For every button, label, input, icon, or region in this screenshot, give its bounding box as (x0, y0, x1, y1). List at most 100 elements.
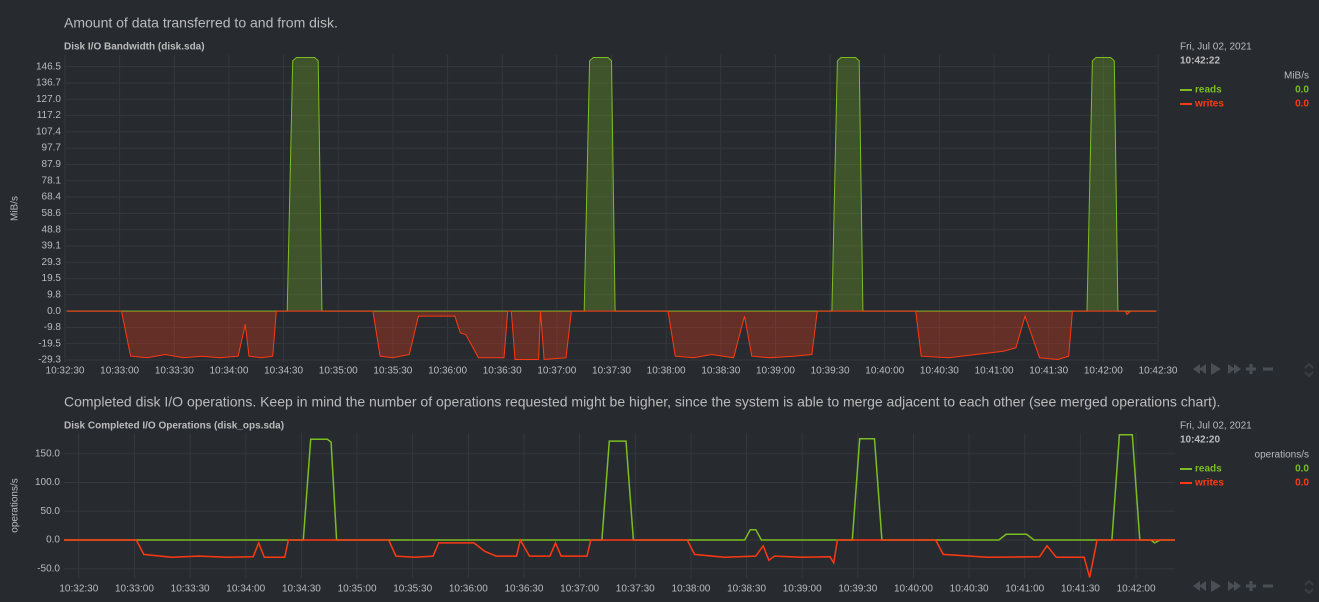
pan-right[interactable] (1228, 364, 1235, 374)
x-tick-label: 10:41:30 (1029, 366, 1068, 377)
x-tick-label: 10:33:30 (155, 366, 194, 377)
play[interactable] (1211, 580, 1221, 592)
x-tick-label: 10:37:00 (560, 584, 599, 595)
y-tick-label: 146.5 (36, 61, 61, 72)
x-tick-label: 10:34:30 (282, 584, 321, 595)
x-tick-label: 10:33:00 (115, 584, 154, 595)
play[interactable] (1211, 363, 1221, 375)
x-tick-label: 10:40:30 (920, 366, 959, 377)
x-tick-label: 10:36:00 (449, 584, 488, 595)
x-tick-label: 10:41:00 (975, 366, 1014, 377)
x-tick-label: 10:40:00 (865, 366, 904, 377)
y-tick-label: 50.0 (41, 506, 61, 517)
x-tick-label: 10:37:00 (537, 366, 576, 377)
chart-description: Amount of data transferred to and from d… (64, 15, 338, 31)
resize[interactable] (1304, 362, 1314, 378)
x-tick-label: 10:33:00 (100, 366, 139, 377)
x-tick-label: 10:39:00 (756, 366, 795, 377)
zoom-in[interactable] (1246, 364, 1256, 374)
y-tick-label: 39.1 (42, 241, 62, 252)
x-tick-label: 10:32:30 (59, 584, 98, 595)
y-tick-label: -9.8 (44, 322, 62, 333)
y-tick-label: 0.0 (46, 535, 60, 546)
pan-right[interactable] (1228, 581, 1235, 591)
y-tick-label: 97.7 (42, 143, 62, 154)
x-tick-label: 10:36:30 (483, 366, 522, 377)
y-tick-label: -50.0 (37, 563, 60, 574)
x-tick-label: 10:39:30 (811, 366, 850, 377)
legend-value: 0.0 (1295, 464, 1309, 475)
chart-description: Completed disk I/O operations. Keep in m… (64, 394, 1220, 410)
y-tick-label: 117.2 (37, 110, 62, 121)
pan-left[interactable] (1199, 364, 1206, 374)
series-line (66, 310, 1157, 361)
y-tick-label: 29.3 (42, 257, 62, 268)
pan-left[interactable] (1193, 581, 1200, 591)
legend-label: reads (1195, 85, 1222, 96)
pan-right[interactable] (1234, 364, 1241, 374)
y-tick-label: 100.0 (35, 477, 60, 488)
legend-value: 0.0 (1295, 85, 1309, 96)
x-tick-label: 10:39:00 (783, 584, 822, 595)
pan-left[interactable] (1193, 364, 1200, 374)
x-tick-label: 10:38:00 (647, 366, 686, 377)
x-tick-label: 10:37:30 (592, 366, 631, 377)
legend-time: 10:42:20 (1180, 435, 1220, 446)
x-tick-label: 10:34:00 (226, 584, 265, 595)
y-tick-label: 127.0 (36, 94, 61, 105)
x-tick-label: 10:34:30 (264, 366, 303, 377)
x-tick-label: 10:42:30 (1139, 366, 1178, 377)
zoom-in[interactable] (1246, 581, 1256, 591)
pan-right[interactable] (1234, 581, 1241, 591)
legend-unit: operations/s (1255, 450, 1309, 461)
y-tick-label: 87.9 (42, 159, 62, 170)
y-tick-label: 9.8 (47, 289, 61, 300)
x-tick-label: 10:36:00 (428, 366, 467, 377)
x-tick-label: 10:38:30 (727, 584, 766, 595)
x-tick-label: 10:35:00 (319, 366, 358, 377)
x-tick-label: 10:37:30 (616, 584, 655, 595)
legend-date: Fri, Jul 02, 2021 (1180, 42, 1252, 53)
legend-date: Fri, Jul 02, 2021 (1180, 421, 1252, 432)
y-tick-label: 107.4 (36, 127, 61, 138)
legend-label: reads (1195, 464, 1222, 475)
series-line (64, 537, 1175, 578)
y-tick-label: -19.5 (38, 338, 61, 349)
pan-left[interactable] (1199, 581, 1206, 591)
x-tick-label: 10:38:30 (701, 366, 740, 377)
x-tick-label: 10:41:00 (1005, 584, 1044, 595)
legend-value: 0.0 (1295, 99, 1309, 110)
chart-title: Disk Completed I/O Operations (disk_ops.… (64, 421, 284, 432)
y-tick-label: 19.5 (42, 273, 62, 284)
y-tick-label: 0.0 (47, 306, 61, 317)
x-tick-label: 10:33:30 (171, 584, 210, 595)
y-tick-label: 150.0 (35, 448, 60, 459)
series-area (66, 311, 1157, 360)
y-tick-label: -29.3 (38, 355, 61, 366)
y-tick-label: 136.7 (36, 78, 61, 89)
x-tick-label: 10:35:30 (373, 366, 412, 377)
x-tick-label: 10:42:00 (1117, 584, 1156, 595)
x-tick-label: 10:40:30 (950, 584, 989, 595)
series-line (66, 57, 1157, 312)
x-tick-label: 10:42:00 (1084, 366, 1123, 377)
legend-unit: MiB/s (1284, 71, 1309, 82)
x-tick-label: 10:41:30 (1061, 584, 1100, 595)
x-tick-label: 10:34:00 (209, 366, 248, 377)
y-axis-label: MiB/s (10, 196, 21, 221)
y-tick-label: 58.6 (42, 208, 62, 219)
x-tick-label: 10:35:30 (393, 584, 432, 595)
y-tick-label: 78.1 (42, 175, 62, 186)
legend-label: writes (1194, 478, 1224, 489)
legend-value: 0.0 (1295, 478, 1309, 489)
chart-title: Disk I/O Bandwidth (disk.sda) (64, 42, 205, 53)
x-tick-label: 10:36:30 (505, 584, 544, 595)
legend-label: writes (1194, 99, 1224, 110)
resize[interactable] (1304, 579, 1314, 595)
y-tick-label: 68.4 (42, 192, 62, 203)
x-tick-label: 10:38:00 (671, 584, 710, 595)
series-area (66, 57, 1157, 312)
